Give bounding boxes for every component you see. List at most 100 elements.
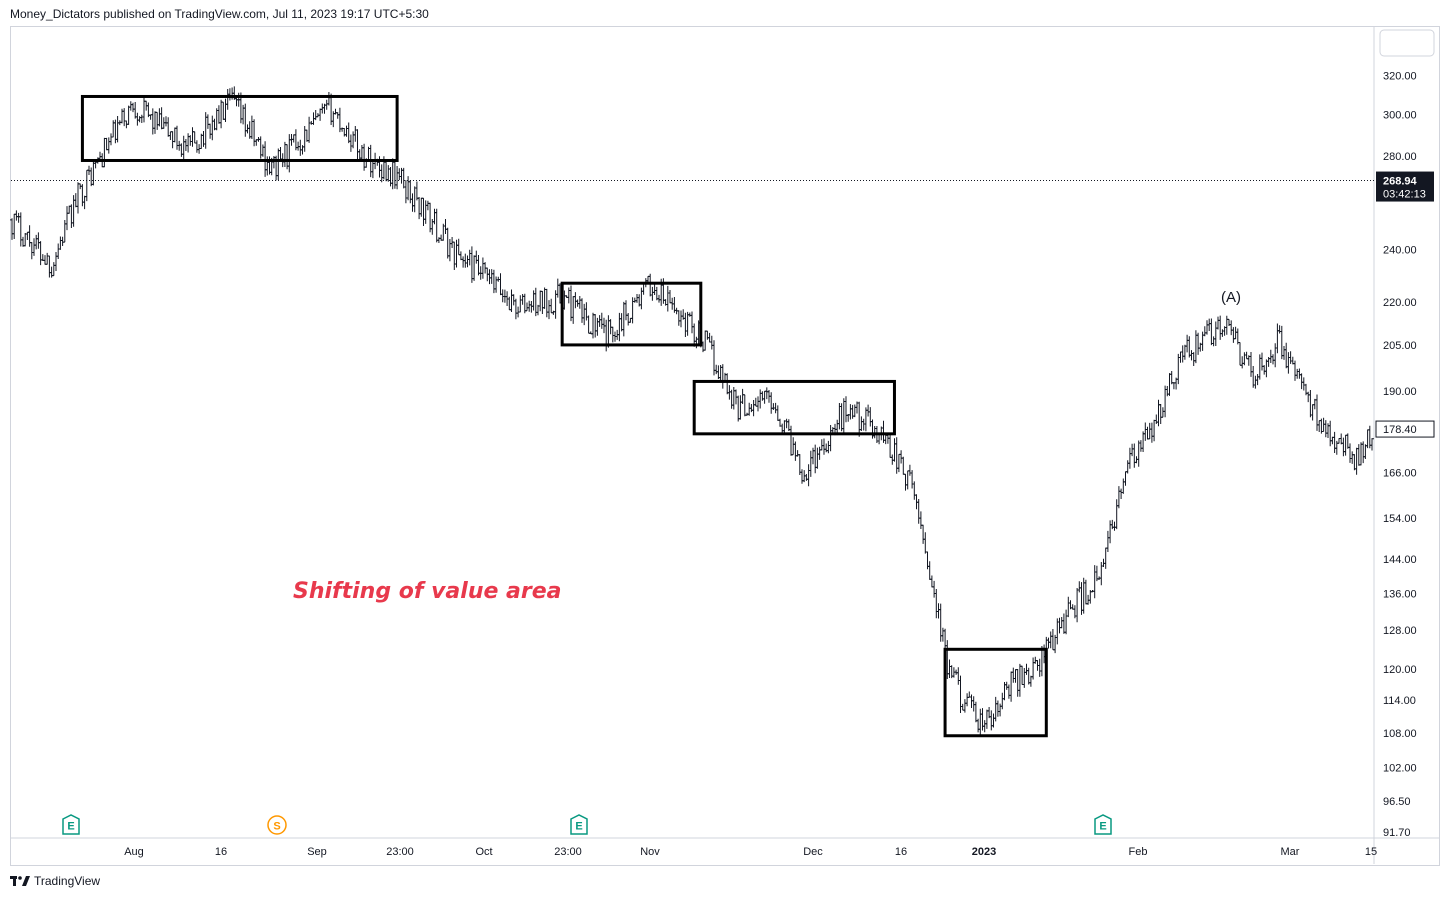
y-tick-label: 128.00 [1383, 625, 1417, 637]
y-tick-label: 320.00 [1383, 70, 1417, 82]
y-tick-label: 120.00 [1383, 664, 1417, 676]
ohlc-bar [355, 129, 360, 159]
ohlc-bar [714, 364, 719, 375]
value-area-box-1[interactable] [80, 94, 399, 162]
ohlc-bar [569, 285, 573, 322]
ohlc-bar [62, 220, 67, 243]
value-area-box-2[interactable] [560, 281, 703, 347]
ohlc-bar [738, 395, 743, 420]
split-event-icon[interactable] [267, 815, 287, 835]
ohlc-bar [984, 709, 989, 729]
ohlc-bar [1189, 350, 1194, 361]
ohlc-bar [353, 126, 358, 142]
annotation-shifting-value-area: Shifting of value area [293, 579, 562, 604]
ohlc-bar [793, 441, 798, 461]
ohlc-bar [500, 289, 505, 303]
earnings-event-icon[interactable] [1094, 814, 1112, 835]
ohlc-bar [1220, 329, 1225, 337]
ohlc-bar [1312, 398, 1317, 410]
ohlc-bar [654, 286, 659, 301]
ohlc-bar [109, 133, 113, 146]
ohlc-bar [324, 99, 329, 110]
ohlc-bar [1145, 426, 1150, 440]
ohlc-bar [221, 101, 226, 120]
ohlc-bar [1182, 344, 1187, 360]
ohlc-bar [60, 236, 65, 246]
ohlc-bar [962, 699, 967, 713]
ohlc-bar [201, 131, 206, 147]
x-tick-label: 16 [895, 846, 907, 858]
value-area-box-4[interactable] [943, 647, 1048, 738]
ohlc-bar [599, 312, 604, 329]
ohlc-bar [291, 134, 296, 143]
ohlc-bar [1332, 431, 1337, 453]
tradingview-logo[interactable]: TradingView [10, 874, 100, 888]
ohlc-bar [1160, 407, 1165, 418]
ohlc-bar [940, 627, 945, 642]
ohlc-bar [1103, 547, 1108, 569]
ohlc-bar [817, 446, 822, 460]
ohlc-bar [1026, 667, 1031, 685]
ohlc-bar [36, 232, 41, 249]
ohlc-bar [186, 133, 191, 153]
ohlc-bar [276, 148, 281, 180]
ohlc-bar [1178, 351, 1183, 363]
ohlc-bar [67, 205, 72, 214]
ohlc-bar [595, 317, 600, 336]
ohlc-bar [819, 439, 824, 451]
ohlc-bar [137, 116, 142, 123]
ohlc-bar [1253, 375, 1258, 389]
value-area-box-3[interactable] [692, 379, 896, 436]
ohlc-bar [346, 122, 351, 144]
ohlc-bar [1061, 613, 1066, 634]
ohlc-bar [617, 312, 622, 342]
ohlc-bar [868, 407, 873, 427]
ohlc-bar [498, 273, 503, 296]
earnings-event-icon[interactable] [62, 814, 80, 835]
ohlc-bar [586, 315, 591, 334]
ohlc-bar [1345, 433, 1350, 449]
ohlc-bar [657, 294, 661, 303]
ohlc-bar [828, 425, 833, 452]
ohlc-bar [1158, 404, 1163, 424]
ohlc-bar [10, 218, 14, 240]
ohlc-bar [844, 396, 848, 423]
ohlc-bar [1295, 368, 1300, 379]
ohlc-bar [89, 167, 94, 187]
ohlc-bar [379, 164, 384, 183]
ohlc-bar [1361, 441, 1366, 464]
ohlc-bar [227, 88, 232, 101]
ohlc-bar [969, 694, 974, 708]
ohlc-bar [791, 437, 796, 456]
ohlc-bar [758, 389, 763, 409]
ohlc-bar [1125, 460, 1130, 474]
scale-mode-button[interactable] [1379, 29, 1435, 57]
ohlc-bar [80, 184, 85, 207]
ohlc-bar [1165, 386, 1170, 397]
y-tick-label: 300.00 [1383, 109, 1417, 121]
ohlc-bar [1009, 671, 1014, 702]
ohlc-bar [694, 336, 699, 349]
ohlc-bar [1238, 342, 1242, 366]
earnings-event-icon[interactable] [570, 814, 588, 835]
ohlc-bar [753, 397, 758, 407]
ohlc-bar [1112, 521, 1117, 531]
ohlc-bar [1059, 617, 1064, 629]
ohlc-bar [139, 114, 144, 123]
ohlc-bar [172, 127, 177, 143]
ohlc-bar [1116, 486, 1121, 509]
ohlc-bar [800, 469, 804, 484]
ohlc-bar [344, 125, 349, 137]
ohlc-bar [956, 667, 961, 685]
ohlc-bar [892, 438, 897, 462]
ohlc-bar [991, 713, 996, 728]
event-letter: E [1099, 821, 1106, 833]
ohlc-bar [547, 300, 551, 320]
ohlc-bar [789, 425, 793, 456]
event-letter: E [67, 821, 74, 833]
ohlc-bar [544, 288, 549, 318]
ohlc-bar [309, 121, 314, 125]
ohlc-bar [115, 116, 120, 143]
y-tick-label: 144.00 [1383, 554, 1417, 566]
